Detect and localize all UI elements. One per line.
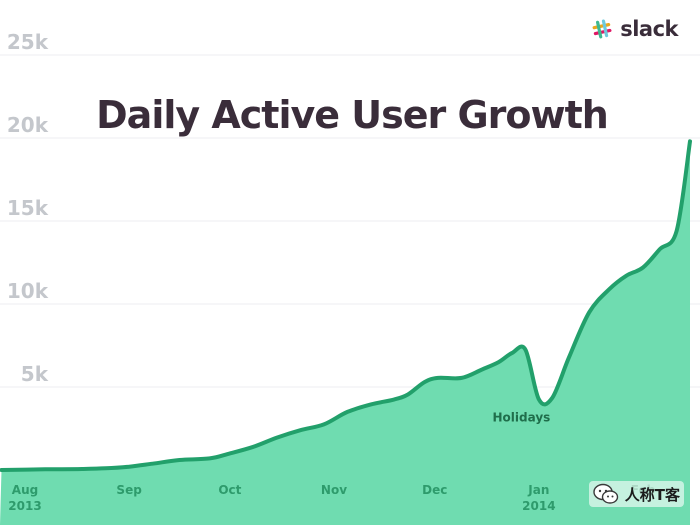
x-tick-label: Aug <box>12 483 38 497</box>
annotation-label: Holidays <box>493 410 551 424</box>
watermark: 人称T客 <box>588 481 684 507</box>
y-tick-label: 15k <box>7 196 49 220</box>
x-tick-sublabel: 2014 <box>522 499 555 513</box>
x-axis-ticks: Aug2013SepOctNovDecJan2014Feb <box>8 483 655 513</box>
chart-title: Daily Active User Growth <box>96 93 608 137</box>
x-tick-label: Sep <box>116 483 142 497</box>
series-area <box>0 139 692 525</box>
y-axis-ticks: 5k 10k 15k 20k 25k <box>7 30 49 386</box>
y-tick-label: 10k <box>7 279 49 303</box>
slack-hash-icon <box>592 19 612 39</box>
y-tick-label: 5k <box>21 362 49 386</box>
x-tick-label: Oct <box>218 483 241 497</box>
annotations: Holidays <box>493 410 551 424</box>
series-area-fill <box>0 141 690 525</box>
x-tick-label: Nov <box>321 483 347 497</box>
x-tick-label: Jan <box>527 483 549 497</box>
series-line <box>0 139 692 472</box>
y-tick-label: 20k <box>7 113 49 137</box>
y-tick-label: 25k <box>7 30 49 54</box>
x-tick-sublabel: 2013 <box>8 499 41 513</box>
watermark-text: 人称T客 <box>624 485 680 504</box>
wechat-icon <box>593 483 618 504</box>
brand-name: slack <box>620 17 678 41</box>
x-tick-label: Dec <box>422 483 447 497</box>
slack-logo: slack <box>590 14 678 44</box>
